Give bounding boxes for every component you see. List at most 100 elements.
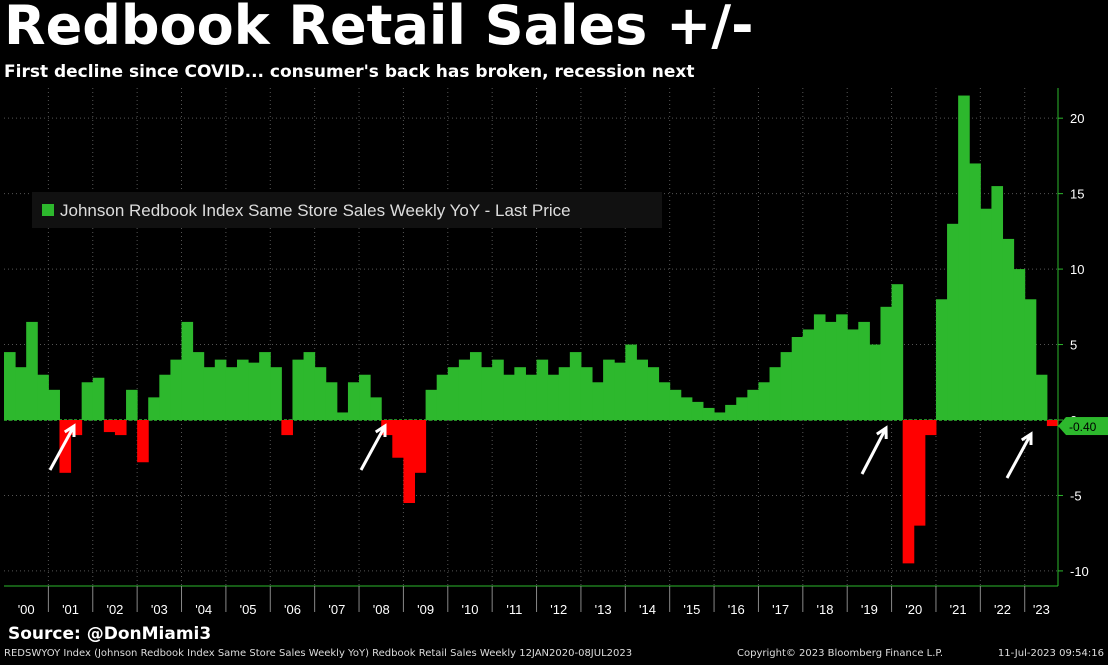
x-tick-label: '00 — [18, 602, 35, 617]
data-bar — [658, 382, 671, 420]
footer-timestamp: 11-Jul-2023 09:54:16 — [997, 648, 1104, 659]
data-bar — [359, 374, 371, 420]
data-bar — [1013, 269, 1026, 420]
data-bar — [702, 407, 715, 420]
x-tick-label: '16 — [728, 602, 745, 617]
data-bar — [525, 374, 538, 420]
data-bar — [813, 314, 826, 420]
y-tick-label: -5 — [1070, 488, 1082, 503]
data-bar — [836, 314, 848, 420]
data-bar — [991, 186, 1004, 420]
x-tick-label: '02 — [106, 602, 123, 617]
data-bar — [780, 352, 793, 420]
x-tick-label: '11 — [506, 602, 522, 617]
source-credit: Source: @DonMiami3 — [8, 624, 212, 644]
last-value-pointer — [1058, 417, 1066, 436]
data-bar — [891, 284, 904, 420]
data-bar — [669, 389, 682, 420]
data-bar — [592, 382, 604, 420]
data-bar — [625, 344, 637, 420]
data-bar — [70, 420, 83, 436]
data-bar — [758, 382, 771, 420]
data-bar — [547, 374, 560, 420]
data-bar — [569, 352, 582, 420]
y-tick-label: 10 — [1070, 262, 1084, 277]
last-value-box — [1066, 417, 1108, 436]
data-bar — [59, 420, 72, 473]
data-bar — [825, 321, 837, 420]
data-bar — [580, 367, 593, 420]
x-tick-label: '19 — [861, 602, 878, 617]
data-bar — [92, 377, 105, 420]
data-bar — [481, 367, 493, 420]
data-bar — [1002, 238, 1015, 420]
data-bar — [969, 163, 981, 421]
data-bar — [203, 367, 216, 420]
x-tick-label: '03 — [151, 602, 168, 617]
data-bar — [370, 397, 382, 420]
x-tick-label: '22 — [994, 602, 1011, 617]
annotation-arrows — [48, 423, 1033, 479]
data-bar — [15, 367, 27, 420]
annotation-arrow-shaft — [359, 425, 387, 471]
x-axis: '00 '01 '02 '03 '04 '05 '06 '07 '08 '09 '10 '11 '12 '… — [4, 585, 1058, 617]
x-tick-label: '01 — [62, 602, 79, 617]
legend: Johnson Redbook Index Same Store Sales W… — [32, 192, 662, 228]
data-bar — [1024, 299, 1037, 420]
data-bar — [947, 223, 959, 420]
data-bar — [259, 352, 271, 420]
y-tick-label: 15 — [1070, 187, 1084, 202]
data-bar — [281, 420, 293, 436]
x-tick-label: '05 — [240, 602, 257, 617]
data-bar — [4, 352, 16, 420]
data-bar — [381, 420, 393, 436]
data-bar — [791, 337, 804, 420]
data-bar — [425, 389, 438, 420]
data-bar — [714, 412, 726, 420]
x-tick-label: '10 — [462, 602, 479, 617]
data-bar — [536, 359, 549, 420]
data-bar — [81, 382, 94, 420]
data-bar — [647, 367, 660, 420]
data-bar — [159, 374, 171, 420]
bar-chart: '00 '01 '02 '03 '04 '05 '06 '07 '08 '09 '10 '11 '12 '… — [0, 88, 1108, 620]
legend-label: Johnson Redbook Index Same Store Sales W… — [60, 201, 571, 220]
annotation-arrow-head — [63, 423, 76, 438]
data-bar — [858, 321, 870, 420]
data-bar — [236, 359, 249, 420]
data-bar — [769, 367, 782, 420]
x-tick-label: '23 — [1033, 602, 1050, 617]
data-bar — [270, 367, 282, 420]
data-bar — [736, 397, 748, 420]
data-bar — [292, 359, 305, 420]
footer-copyright: Copyright© 2023 Bloomberg Finance L.P. — [737, 648, 944, 659]
data-bar — [880, 306, 893, 420]
data-bar — [347, 382, 360, 420]
x-tick-label: '07 — [328, 602, 345, 617]
y-tick-label: -10 — [1070, 564, 1089, 579]
data-bar — [902, 420, 915, 564]
data-bar — [503, 374, 515, 420]
data-bar — [691, 401, 704, 420]
x-tick-label: '06 — [284, 602, 301, 617]
x-tick-label: '20 — [905, 602, 922, 617]
data-bar — [436, 374, 449, 420]
data-bar — [935, 299, 948, 420]
annotation-arrow-shaft — [48, 425, 76, 471]
data-bar — [1046, 420, 1059, 427]
x-tick-label: '04 — [195, 602, 212, 617]
data-bar — [458, 359, 471, 420]
x-tick-label: '14 — [639, 602, 656, 617]
data-bar — [603, 359, 615, 420]
chart-subtitle: First decline since COVID... consumer's … — [4, 62, 695, 82]
data-bar — [980, 208, 992, 420]
data-bar — [148, 397, 160, 420]
y-axis: 20151050-5-10-0.40 — [1057, 88, 1108, 586]
data-bar — [248, 362, 260, 420]
data-bar — [137, 420, 149, 463]
annotation-arrow-head — [1020, 431, 1033, 446]
x-tick-label: '17 — [772, 602, 789, 617]
data-bar — [26, 321, 38, 420]
annotation-arrow-shaft — [1005, 433, 1033, 479]
footer-index-description: REDSWYOY Index (Johnson Redbook Index Sa… — [4, 648, 633, 659]
